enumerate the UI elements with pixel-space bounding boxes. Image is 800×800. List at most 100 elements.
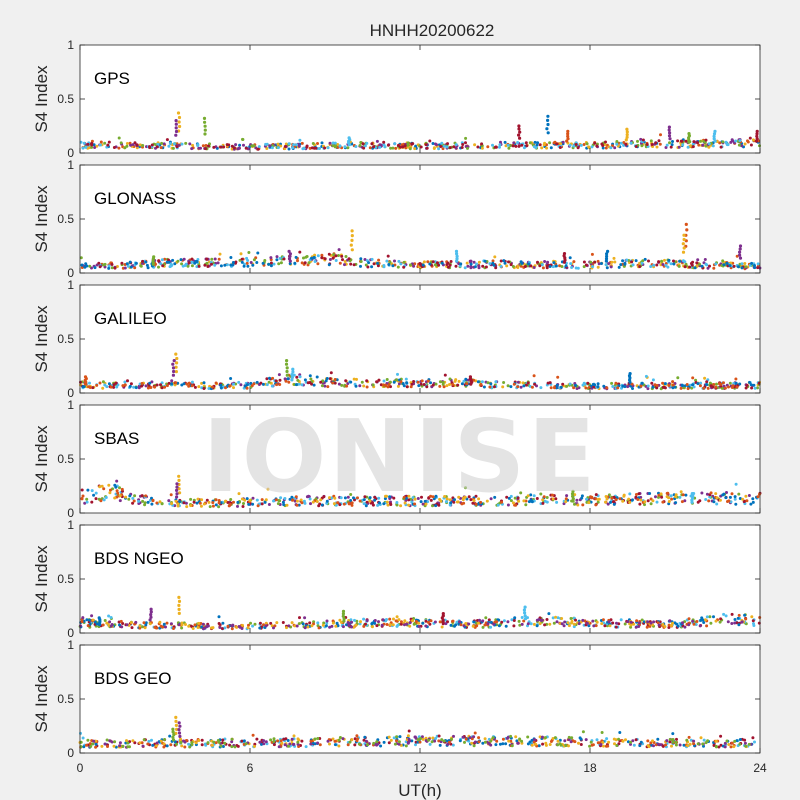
data-point	[288, 262, 292, 266]
data-point	[117, 146, 121, 150]
data-point	[245, 383, 249, 387]
data-point	[150, 738, 153, 742]
data-point	[553, 736, 557, 740]
data-point	[358, 499, 362, 503]
data-point	[325, 619, 329, 623]
data-point	[639, 498, 643, 502]
data-point	[371, 503, 375, 507]
data-point	[615, 744, 619, 747]
data-point	[249, 621, 252, 625]
data-point	[727, 743, 731, 746]
data-point	[159, 146, 163, 150]
data-point	[530, 738, 534, 742]
data-point	[365, 141, 369, 145]
data-point	[465, 261, 469, 265]
data-point	[645, 143, 649, 146]
data-point	[218, 252, 222, 256]
data-point	[526, 735, 530, 739]
data-point	[160, 386, 164, 390]
data-point	[401, 145, 405, 149]
data-point	[86, 624, 90, 628]
data-point	[674, 740, 678, 744]
data-point	[671, 380, 675, 384]
data-point	[303, 616, 307, 620]
spike-point	[171, 730, 175, 734]
data-point	[683, 260, 687, 264]
data-point	[449, 501, 453, 505]
data-point	[245, 386, 249, 390]
data-point	[638, 744, 642, 748]
data-point	[663, 258, 666, 262]
data-point	[331, 256, 335, 260]
data-point	[596, 382, 600, 386]
data-point	[507, 739, 511, 743]
data-point	[744, 265, 748, 269]
spike-point	[546, 131, 550, 135]
data-point	[105, 385, 109, 389]
spike-point	[668, 137, 672, 141]
plot-area	[80, 285, 760, 393]
data-point	[714, 739, 718, 743]
data-point	[337, 744, 341, 748]
data-point	[687, 623, 691, 627]
data-point	[743, 738, 747, 742]
data-point	[577, 741, 580, 745]
data-point	[434, 737, 438, 740]
data-point	[428, 742, 432, 746]
data-point	[210, 385, 214, 389]
data-point	[406, 143, 410, 146]
data-point	[311, 500, 315, 504]
data-point	[615, 142, 619, 146]
data-point	[580, 494, 584, 498]
data-point	[171, 258, 175, 262]
data-point	[520, 616, 524, 619]
data-point	[412, 264, 416, 268]
data-point	[681, 143, 685, 147]
data-point	[272, 499, 275, 503]
spike-point	[171, 373, 175, 377]
data-point	[204, 144, 208, 147]
data-point	[486, 381, 490, 385]
spike-point	[625, 135, 629, 139]
data-point	[247, 502, 251, 506]
data-point	[596, 265, 600, 269]
data-point	[722, 612, 726, 616]
spike-point	[571, 489, 575, 493]
data-point	[275, 621, 279, 625]
data-point	[88, 742, 92, 746]
data-point	[422, 383, 426, 386]
data-point	[140, 625, 144, 629]
data-point	[671, 386, 675, 390]
data-point	[509, 734, 513, 738]
data-point	[269, 264, 273, 268]
data-point	[103, 383, 107, 387]
data-point	[743, 262, 747, 265]
data-point	[314, 146, 318, 150]
data-point	[628, 492, 632, 496]
data-point	[216, 261, 220, 265]
data-point	[683, 625, 687, 629]
data-point	[246, 264, 250, 268]
data-point	[450, 737, 453, 741]
data-point	[573, 502, 576, 506]
data-point	[706, 739, 710, 743]
data-point	[582, 143, 586, 146]
data-point	[315, 375, 319, 379]
data-point	[359, 264, 362, 268]
data-point	[114, 745, 118, 749]
data-point	[319, 498, 323, 502]
data-point	[406, 741, 410, 745]
data-point	[554, 615, 558, 619]
data-point	[572, 260, 576, 264]
data-point	[522, 619, 526, 623]
spike-point	[290, 375, 294, 379]
data-point	[516, 266, 520, 269]
spike-point	[546, 118, 550, 122]
data-point	[421, 737, 425, 741]
data-point	[305, 145, 309, 149]
data-point	[316, 624, 320, 628]
data-point	[502, 619, 506, 623]
data-point	[294, 255, 298, 259]
data-point	[347, 624, 351, 628]
data-point	[634, 145, 638, 148]
